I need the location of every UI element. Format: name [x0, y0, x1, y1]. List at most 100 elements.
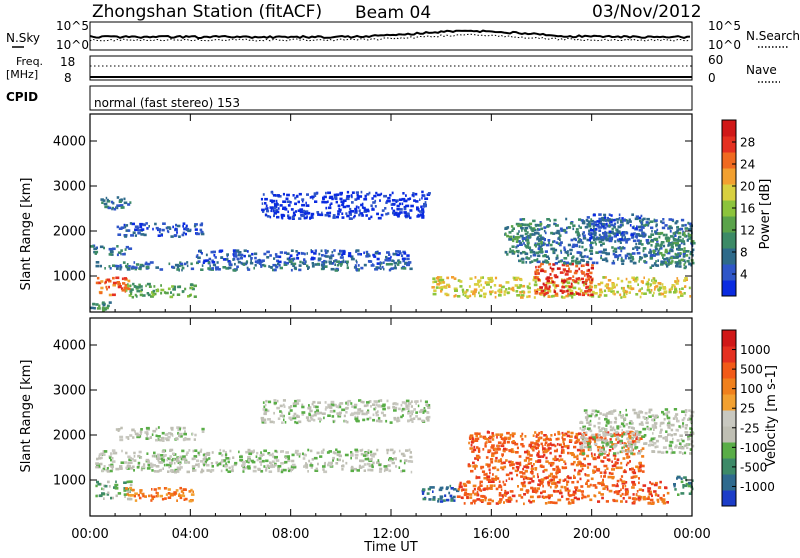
heatmap-cell [586, 421, 590, 424]
heatmap-cell [608, 213, 611, 216]
heatmap-cell [127, 203, 131, 206]
heatmap-cell [545, 255, 550, 258]
heatmap-cell [483, 473, 488, 476]
heatmap-cell [389, 262, 393, 266]
heatmap-cell [624, 256, 627, 260]
heatmap-cell [503, 293, 506, 296]
heatmap-cell [357, 264, 360, 267]
heatmap-cell [660, 421, 665, 425]
heatmap-cell [197, 260, 201, 263]
heatmap-cell [152, 227, 154, 231]
heatmap-cell [156, 492, 159, 495]
heatmap-cell [588, 224, 592, 228]
heatmap-cell [523, 229, 527, 232]
heatmap-cell [539, 465, 542, 468]
heatmap-cell [342, 259, 345, 262]
heatmap-cell [360, 459, 365, 463]
heatmap-cell [395, 250, 399, 253]
heatmap-cell [687, 437, 690, 441]
heatmap-cell [528, 444, 531, 448]
heatmap-cell [506, 431, 510, 435]
heatmap-cell [402, 259, 405, 263]
heatmap-cell [602, 427, 605, 430]
heatmap-cell [227, 266, 232, 270]
heatmap-cell [688, 237, 693, 240]
heatmap-cell [637, 225, 642, 229]
heatmap-cell [165, 487, 168, 490]
heatmap-cell [376, 448, 379, 452]
heatmap-cell [684, 409, 688, 412]
heatmap-cell [370, 450, 373, 454]
heatmap-cell [508, 287, 511, 290]
heatmap-cell [579, 442, 584, 445]
heatmap-cell [484, 442, 487, 445]
heatmap-cell [271, 460, 275, 463]
heatmap-cell [245, 261, 248, 264]
heatmap-cell [487, 498, 491, 502]
heatmap-cell [301, 214, 305, 218]
heatmap-cell [129, 222, 132, 225]
heatmap-cell [685, 482, 690, 486]
heatmap-cell [561, 451, 565, 454]
heatmap-cell [186, 264, 189, 268]
heatmap-cell [625, 238, 629, 242]
heatmap-cell [462, 290, 465, 293]
heatmap-cell [360, 452, 364, 456]
heatmap-cell [262, 210, 265, 213]
heatmap-cell [647, 286, 650, 289]
heatmap-cell [673, 408, 678, 411]
heatmap-cell [341, 253, 344, 256]
heatmap-cell [280, 468, 284, 472]
heatmap-cell [262, 401, 265, 404]
heatmap-cell [671, 284, 675, 287]
heatmap-cell [413, 199, 416, 202]
heatmap-cell [273, 421, 275, 424]
heatmap-cell [391, 199, 396, 202]
heatmap-cell [282, 468, 287, 472]
heatmap-cell [124, 495, 126, 498]
heatmap-cell [661, 451, 665, 454]
heatmap-cell [349, 207, 352, 211]
heatmap-cell [647, 489, 651, 493]
heatmap-cell [536, 433, 540, 437]
heatmap-cell [661, 500, 666, 503]
heatmap-cell [619, 241, 622, 244]
heatmap-cell [626, 284, 630, 288]
heatmap-cell [566, 480, 570, 484]
heatmap-cell [332, 459, 334, 462]
heatmap-cell [362, 400, 365, 404]
heatmap-cell [399, 251, 402, 255]
heatmap-cell [342, 252, 346, 255]
heatmap-cell [577, 432, 582, 435]
heatmap-cell [685, 250, 690, 253]
heatmap-cell [313, 413, 317, 417]
heatmap-cell [687, 221, 690, 225]
heatmap-cell [328, 262, 333, 265]
heatmap-cell [589, 448, 592, 451]
heatmap-cell [479, 294, 483, 298]
heatmap-cell [548, 281, 553, 284]
heatmap-cell [405, 405, 408, 408]
heatmap-cell [453, 499, 456, 502]
heatmap-cell [405, 194, 407, 197]
heatmap-cell [151, 433, 154, 436]
heatmap-cell [260, 416, 265, 420]
heatmap-cell [467, 463, 470, 466]
heatmap-cell [484, 498, 487, 502]
heatmap-cell [609, 421, 613, 424]
heatmap-cell [339, 262, 343, 266]
heatmap-cell [378, 399, 380, 403]
heatmap-cell [546, 218, 550, 221]
heatmap-cell [539, 222, 543, 226]
heatmap-cell [176, 466, 181, 470]
heatmap-cell [623, 444, 627, 447]
heatmap-cell [581, 293, 585, 297]
heatmap-cell [140, 228, 145, 231]
heatmap-cell [563, 246, 566, 249]
heatmap-cell [465, 488, 468, 492]
heatmap-cell [313, 405, 317, 408]
heatmap-cell [619, 442, 622, 445]
heatmap-cell [627, 447, 630, 450]
heatmap-cell [234, 254, 238, 258]
heatmap-cell [547, 494, 552, 497]
